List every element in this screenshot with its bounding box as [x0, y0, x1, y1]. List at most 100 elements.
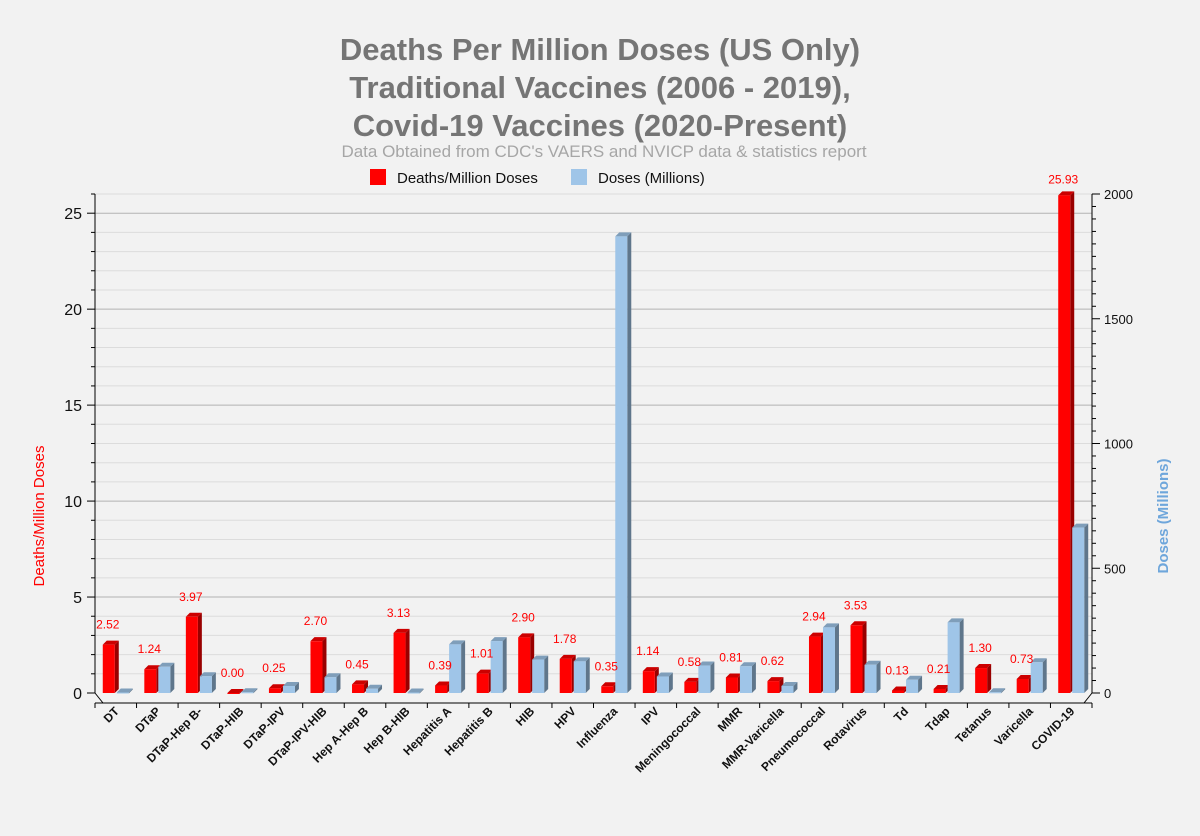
bar-doses-16: [781, 682, 798, 693]
bar-doses-2-front: [199, 676, 212, 693]
bar-doses-11-top: [573, 657, 590, 662]
x-tick-label: IPV: [638, 704, 662, 728]
bar-doses-22-front: [1030, 662, 1043, 693]
bar-deaths-4-top: [268, 684, 285, 689]
bar-deaths-5-front: [310, 641, 323, 693]
legend-label-doses: Doses (Millions): [598, 170, 705, 187]
bar-doses-7-front: [407, 692, 420, 694]
data-label: 1.01: [470, 647, 494, 661]
bar-deaths-13-front: [642, 671, 655, 693]
bar-deaths-11: [559, 654, 576, 693]
bar-deaths-1: [144, 665, 161, 693]
bar-deaths-3-side: [239, 689, 244, 694]
bar-doses-8: [449, 640, 466, 693]
bar-doses-11: [573, 657, 590, 693]
bar-deaths-15-top: [725, 673, 742, 678]
bar-deaths-1-front: [144, 669, 157, 693]
bar-doses-19: [906, 675, 923, 693]
bar-deaths-3-front: [227, 693, 240, 694]
bar-doses-12: [615, 232, 632, 694]
bar-deaths-16: [767, 677, 784, 693]
bar-deaths-20-front: [933, 688, 946, 693]
bar-doses-10: [532, 655, 549, 693]
data-label: 0.73: [1010, 652, 1034, 666]
bar-doses-11-side: [585, 657, 590, 693]
x-tick-label: MMR: [715, 704, 745, 734]
bar-doses-6-front: [366, 688, 379, 693]
bar-deaths-12-front: [601, 686, 614, 693]
data-label: 0.00: [221, 666, 245, 680]
y-right-tick-label: 1000: [1104, 437, 1133, 452]
bar-doses-15-top: [739, 662, 756, 667]
bar-deaths-0: [102, 640, 119, 693]
bar-doses-5-top: [324, 673, 341, 678]
bar-doses-9-side: [502, 637, 507, 693]
bar-doses-11-front: [573, 661, 586, 693]
bar-doses-16-front: [781, 686, 794, 693]
bar-deaths-14-front: [684, 681, 697, 693]
x-tick-label: DT: [101, 704, 123, 726]
x-tick-label: HPV: [551, 704, 578, 731]
bar-deaths-4-front: [268, 688, 281, 693]
bar-doses-0-side: [128, 688, 133, 694]
bar-doses-20-top: [947, 618, 964, 623]
legend-swatch-doses: [571, 169, 587, 185]
bar-doses-14-side: [710, 661, 715, 693]
bar-deaths-21: [975, 664, 992, 693]
bar-deaths-4: [268, 684, 285, 693]
data-label: 25.93: [1048, 172, 1078, 186]
bar-doses-9-front: [490, 641, 503, 693]
bar-deaths-11-top: [559, 654, 576, 659]
data-label: 0.81: [719, 650, 743, 664]
x-tick-label: DTaP: [132, 704, 163, 735]
y-left-tick-label: 20: [64, 302, 82, 319]
bar-deaths-13: [642, 667, 659, 693]
bar-deaths-3-top: [227, 689, 244, 693]
y-left-tick-label: 15: [64, 398, 82, 415]
bar-doses-10-front: [532, 659, 545, 693]
data-label: 0.39: [428, 659, 452, 673]
data-label: 1.24: [138, 642, 162, 656]
bar-doses-7-side: [419, 688, 424, 694]
data-label: 2.94: [802, 610, 826, 624]
bar-doses-17-top: [822, 623, 839, 628]
bar-deaths-19-top: [892, 686, 909, 691]
bar-doses-23-front: [1072, 527, 1085, 693]
chart-title: Deaths Per Million Doses (US Only) Tradi…: [340, 32, 860, 143]
bar-doses-19-front: [906, 679, 919, 693]
legend-label-deaths: Deaths/Million Doses: [397, 170, 538, 187]
data-label: 0.13: [885, 664, 909, 678]
bar-deaths-23-front: [1058, 195, 1071, 694]
bar-deaths-0-front: [102, 644, 115, 693]
bar-doses-12-front: [615, 236, 628, 694]
data-label: 1.78: [553, 632, 577, 646]
data-label: 3.13: [387, 606, 411, 620]
data-label: 0.62: [761, 654, 785, 668]
y-left-tick-label: 10: [64, 494, 82, 511]
bar-doses-4-front: [282, 686, 295, 693]
bar-deaths-9-top: [476, 669, 493, 674]
x-tick-label: Tetanus: [952, 704, 994, 746]
bar-deaths-21-top: [975, 664, 992, 669]
bar-doses-22-side: [1042, 658, 1047, 693]
x-axis-corner-left: [94, 692, 104, 704]
bar-doses-21-top: [989, 688, 1006, 693]
gridlines: [95, 193, 1092, 675]
data-label: 0.21: [927, 662, 951, 676]
bar-deaths-23-top: [1058, 191, 1075, 196]
bar-doses-8-top: [449, 640, 466, 645]
data-label: 2.90: [512, 610, 536, 624]
bar-deaths-14-top: [684, 677, 701, 682]
bar-doses-20-front: [947, 622, 960, 693]
bar-doses-2-side: [211, 672, 216, 693]
bar-deaths-15: [725, 673, 742, 693]
bar-doses-0: [116, 688, 133, 694]
bar-deaths-15-front: [725, 677, 738, 693]
bar-deaths-22-front: [1016, 678, 1029, 693]
bar-doses-4-side: [294, 682, 299, 693]
bar-deaths-22-top: [1016, 674, 1033, 679]
data-label: 0.25: [262, 661, 286, 675]
data-label: 3.53: [844, 598, 868, 612]
bar-doses-22: [1030, 658, 1047, 693]
